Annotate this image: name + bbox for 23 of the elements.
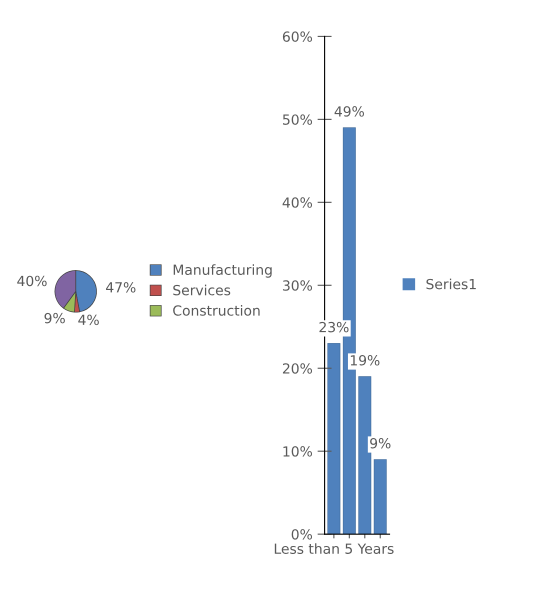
data-label: 9% xyxy=(44,312,65,324)
legend-label: Construction xyxy=(173,305,260,316)
y-tick-label: 10% xyxy=(283,446,312,457)
y-tick-label: 50% xyxy=(282,114,312,125)
text: 49% xyxy=(334,106,364,117)
y-tick-label: 30% xyxy=(282,280,312,291)
y-tick-label: 60% xyxy=(282,31,312,42)
data-label: 40% xyxy=(17,276,47,286)
y-tick-label: 0% xyxy=(292,529,312,540)
text: 9% xyxy=(370,438,390,449)
legend-label: Series1 xyxy=(426,278,476,290)
bar xyxy=(327,343,340,534)
legend-label: Manufacturing xyxy=(174,264,272,278)
data-label: 47% xyxy=(106,282,136,293)
data-label: 4% xyxy=(78,314,99,326)
x-tick-label: Less than 5 Years xyxy=(274,543,394,554)
y-tick-label: 40% xyxy=(282,197,312,208)
bar xyxy=(374,459,387,534)
bar xyxy=(358,376,372,534)
legend-label: Services xyxy=(173,284,230,296)
text: 23% xyxy=(319,322,349,332)
y-tick-label: 20% xyxy=(282,363,312,374)
text: 19% xyxy=(350,355,380,366)
